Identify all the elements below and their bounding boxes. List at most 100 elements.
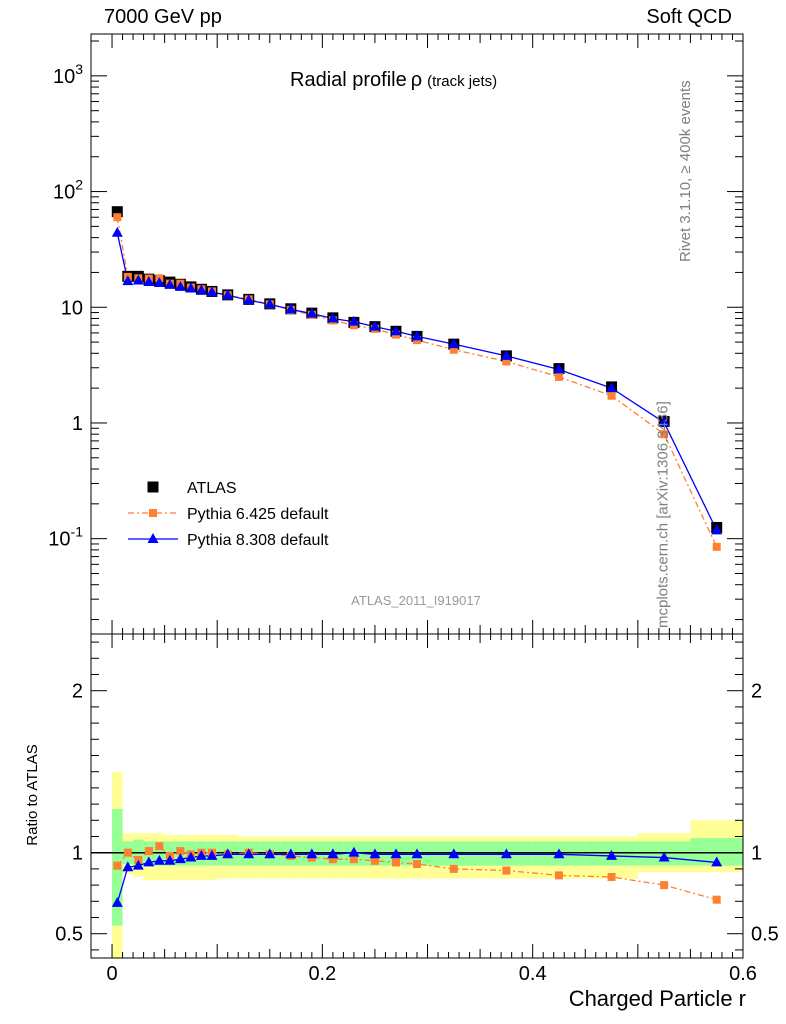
pythia8-ratio-point [153,854,165,865]
pythia6-ratio-point [502,866,511,875]
chart-title: Radial profile ρ (track jets) [290,69,497,91]
pythia8-data-point [553,363,565,374]
main-y-tick-label: 10-1 [48,524,83,551]
pythia8-data-point [285,303,297,314]
pythia8-ratio-point [264,848,276,859]
main-y-tick-label: 102 [53,177,83,204]
ratio-y-tick-label-right: 1 [751,843,762,865]
pythia6-data-point [113,213,122,222]
main-y-tick-label: 103 [53,61,83,88]
ratio-band-inner [154,841,165,866]
pythia8-data-point [348,315,360,326]
rivet-version-label: Rivet 3.1.10, ≥ 400k events [677,80,695,262]
pythia8-ratio-point [185,851,197,862]
analysis-watermark: ATLAS_2011_I919017 [351,593,481,608]
pythia6-data-point [502,357,511,366]
pythia8-ratio-point [500,848,512,859]
ratio-y-tick-label: 1 [72,843,83,865]
pythia8-ratio-point [285,848,297,859]
pythia6-data-point [712,542,721,551]
pythia6-ratio-point [391,858,400,867]
pythia8-data-point [264,298,276,309]
pythia8-ratio-point [306,848,318,859]
ratio-x-tick-label: 0.4 [519,963,547,985]
pythia8-data-point [606,382,618,393]
pythia6-data-point [660,430,669,439]
pythia6-data-point [607,391,616,400]
pythia8-ratio-point [711,856,723,867]
ratio-y-tick-label: 2 [72,681,83,703]
mcplots-label: mcplots.cern.ch [arXiv:1306.3436] [654,401,672,628]
chart-title-suffix: (track jets) [427,73,497,90]
pythia8-data-point [390,325,402,336]
pythia8-data-point [122,275,134,286]
pythia8-ratio-point [222,848,234,859]
pythia6-ratio-point [554,871,563,880]
pythia8-ratio-point [348,846,360,857]
main-y-tick-label: 10 [61,297,83,319]
pythia8-data-point [153,277,165,287]
pythia8-ratio-point [327,848,339,859]
ratio-x-tick-label: 0.6 [729,963,757,985]
header-right-label: Soft QCD [646,6,732,28]
ratio-x-tick-label: 0.2 [308,963,336,985]
ratio-y-axis-label: Ratio to ATLAS [24,744,41,845]
pythia8-data-point [174,280,186,291]
chart-title-symbol: ρ [411,69,422,91]
pythia6-ratio-point [328,855,337,864]
ratio-frame [90,633,744,959]
pythia8-data-point [195,284,207,295]
pythia8-data-point [306,307,318,318]
pythia8-data-point [658,416,670,427]
pythia6-ratio-point [449,864,458,873]
pythia8-ratio-point [658,851,670,862]
pythia8-data-point [448,338,460,349]
pythia8-data-point [132,274,144,285]
pythia8-data-point [369,320,381,331]
legend-pythia6-marker [149,509,157,517]
pythia6-ratio-point [144,847,153,856]
pythia8-data-point [711,524,723,535]
pythia8-data-point [222,289,234,300]
pythia6-ratio-point [113,861,122,870]
atlas-data-point [111,206,123,218]
x-axis-label: Charged Particle r [568,986,746,1011]
pythia6-ratio-point [660,881,669,890]
pythia8-ratio-point [174,853,186,864]
pythia8-ratio-point [606,850,618,860]
pythia6-ratio-point [155,842,164,851]
chart-title-text: Radial profile [290,69,407,91]
pythia6-ratio-point [349,855,358,864]
pythia6-ratio-point [123,848,132,857]
header-left-label: 7000 GeV pp [104,6,222,28]
pythia6-data-point [449,345,458,354]
pythia8-data-point [164,278,176,289]
legend-label: Pythia 8.308 default [187,532,329,549]
ratio-y-tick-label: 0.5 [55,924,83,946]
pythia8-data-point [111,226,123,237]
pythia8-data-point [327,312,339,323]
pythia8-ratio-point [143,856,155,867]
legend-atlas-marker [147,481,159,493]
main-y-tick-label: 1 [72,413,83,435]
pythia8-data-point [500,349,512,360]
pythia8-ratio-point [111,896,123,907]
pythia8-data-point [185,282,197,293]
ratio-x-tick-label: 0 [106,963,117,985]
pythia6-line [116,217,718,548]
pythia8-ratio-point [132,859,144,870]
pythia8-ratio-point [243,848,255,859]
pythia8-ratio-point [369,848,381,859]
pythia8-ratio-point [206,850,218,860]
pythia8-data-point [243,294,255,305]
pythia6-ratio-point [712,895,721,904]
ratio-panel: 0 0.2 0.4 0.6 0.5 0.5 1 1 2 2 [55,633,779,985]
pythia8-ratio-point [411,848,423,859]
pythia6-ratio-point [370,856,379,865]
pythia8-data-point [411,330,423,341]
legend-pythia8-marker [147,533,159,543]
pythia6-data-point [554,372,563,381]
legend-label: ATLAS [187,480,237,497]
pythia6-ratio-point [413,860,421,869]
